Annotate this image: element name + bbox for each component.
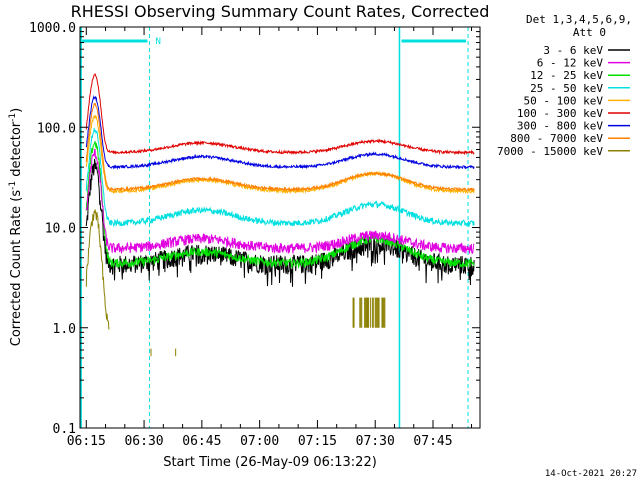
y-tick-label: 0.1 (53, 422, 76, 437)
legend-label: 3 - 6 keV (543, 44, 603, 57)
chart-title: RHESSI Observing Summary Count Rates, Co… (71, 2, 490, 21)
y-tick-label: 1000.0 (29, 21, 76, 36)
y-axis-label-end: ) (9, 108, 24, 113)
y-axis-label-main: Corrected Count Rate (s (9, 190, 24, 347)
y-axis-label-exp1: -1 (8, 181, 18, 190)
legend-label: 800 - 7000 keV (510, 132, 603, 145)
x-tick-label: 06:45 (182, 434, 221, 449)
legend-label: 25 - 50 keV (530, 82, 603, 95)
series-line-4 (85, 128, 475, 228)
series-line-7 (85, 95, 475, 171)
series-line-3 (85, 140, 475, 269)
series-group (85, 73, 475, 357)
y-tick-label: 100.0 (37, 121, 76, 136)
legend-label: 300 - 800 keV (517, 120, 603, 133)
legend-header: Det 1,3,4,5,6,9, (526, 13, 632, 26)
y-axis-label: Corrected Count Rate (s-1 detector-1) (8, 108, 24, 346)
x-tick-labels: 06:15 06:30 06:45 07:00 07:15 07:30 07:45 (67, 434, 453, 449)
series-line-2 (85, 148, 475, 255)
legend-header: Att 0 (573, 26, 606, 39)
legend-label: 50 - 100 keV (524, 94, 604, 107)
legend-label: 7000 - 15000 keV (497, 145, 603, 158)
series-line-6 (85, 73, 475, 156)
x-tick-label: 06:15 (67, 434, 106, 449)
x-tick-label: 07:45 (413, 434, 452, 449)
y-tick-label: 1.0 (53, 322, 76, 337)
timestamp: 14-Oct-2021 20:27 (545, 469, 637, 479)
series-line-5 (85, 114, 475, 195)
plot-frame (79, 26, 481, 429)
series-line-8 (85, 102, 475, 193)
legend-label: 6 - 12 keV (537, 57, 604, 70)
axes (79, 26, 481, 429)
legend-label: 100 - 300 keV (517, 107, 603, 120)
x-tick-label: 07:15 (298, 434, 337, 449)
x-tick-label: 07:00 (240, 434, 279, 449)
x-axis-label: Start Time (26-May-09 06:13:22) (163, 455, 377, 470)
orbit-markers: N (80, 27, 469, 428)
x-tick-label: 07:30 (356, 434, 395, 449)
saa-label: N (155, 37, 160, 47)
y-axis-label-exp2: -1 (8, 113, 18, 122)
y-tick-labels: 1000.0 100.0 10.0 1.0 0.1 (29, 21, 76, 437)
legend-label: 12 - 25 keV (530, 69, 603, 82)
y-tick-label: 10.0 (45, 222, 76, 237)
x-tick-label: 06:30 (124, 434, 163, 449)
series-line-9 (85, 209, 110, 330)
y-axis-label-mid: detector (9, 121, 24, 181)
